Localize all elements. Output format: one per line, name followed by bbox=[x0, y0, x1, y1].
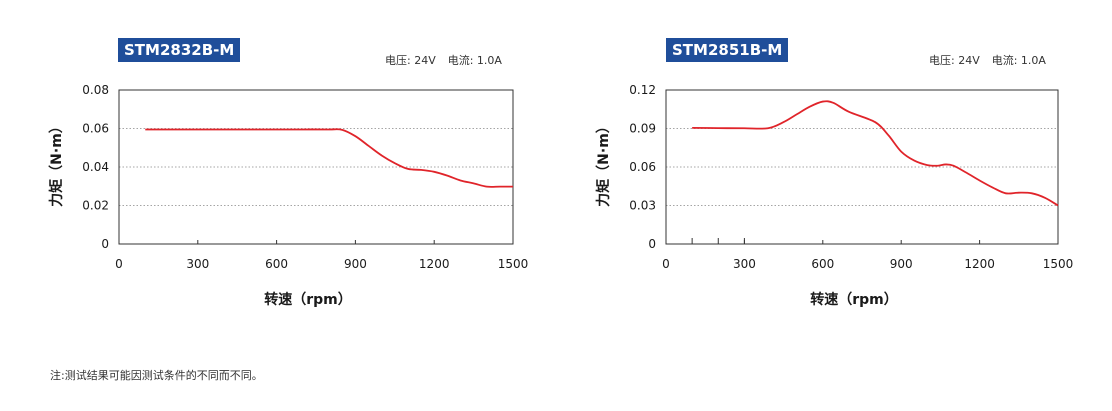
x-axis-label: 转速（rpm） bbox=[264, 291, 352, 308]
y-tick-label: 0.03 bbox=[629, 199, 656, 213]
y-tick-label: 0 bbox=[101, 237, 109, 251]
voltage-label: 电压: 24V bbox=[385, 54, 436, 67]
x-tick-label: 900 bbox=[344, 257, 367, 271]
footnote: 注:测试结果可能因测试条件的不同而不同。 bbox=[50, 369, 263, 382]
y-tick-label: 0.09 bbox=[629, 122, 656, 136]
x-tick-label: 900 bbox=[890, 257, 913, 271]
y-tick-label: 0.08 bbox=[82, 83, 109, 97]
y-axis-label: 力矩（N·m） bbox=[48, 119, 65, 207]
x-tick-label: 0 bbox=[662, 257, 670, 271]
y-tick-label: 0.12 bbox=[629, 83, 656, 97]
current-label: 电流: 1.0A bbox=[447, 54, 502, 67]
x-tick-label: 1500 bbox=[498, 257, 529, 271]
y-axis-label: 力矩（N·m） bbox=[595, 119, 612, 207]
chart-panel-stm2832b: STM2832B-M 电压: 24V 电流: 1.0A 0 0.02 0.04 0.06… bbox=[0, 0, 556, 330]
x-tick-label: 1500 bbox=[1043, 257, 1074, 271]
spec-text: 电压: 24V 电流: 1.0A bbox=[385, 52, 502, 68]
current-label: 电流: 1.0A bbox=[991, 54, 1046, 67]
plot-frame bbox=[665, 89, 1059, 245]
model-badge: STM2832B-M bbox=[118, 38, 241, 62]
torque-curve bbox=[145, 128, 513, 188]
torque-chart-2: 0 0.03 0.06 0.09 0.12 0 300 600 900 1200 1500 转速（rp… bbox=[595, 83, 1074, 308]
plot-frame bbox=[118, 89, 514, 245]
y-tick-label: 0.02 bbox=[82, 199, 109, 213]
x-tick-label: 0 bbox=[115, 257, 123, 271]
x-tick-label: 1200 bbox=[419, 257, 450, 271]
voltage-label: 电压: 24V bbox=[929, 54, 980, 67]
chart-panel-stm2851b: STM2851B-M 电压: 24V 电流: 1.0A 0 0.03 0.06 0.09… bbox=[556, 0, 1112, 330]
x-tick-label: 300 bbox=[733, 257, 756, 271]
y-tick-label: 0.04 bbox=[82, 160, 109, 174]
y-tick-label: 0 bbox=[648, 237, 656, 251]
torque-chart-1: 0 0.02 0.04 0.06 0.08 0 300 600 900 1200 1500 转速（rp… bbox=[48, 83, 529, 308]
x-tick-label: 600 bbox=[265, 257, 288, 271]
model-badge: STM2851B-M bbox=[666, 38, 789, 62]
spec-text: 电压: 24V 电流: 1.0A bbox=[929, 52, 1046, 68]
x-tick-label: 300 bbox=[186, 257, 209, 271]
y-tick-label: 0.06 bbox=[629, 160, 656, 174]
torque-curve bbox=[692, 100, 1059, 207]
x-tick-label: 1200 bbox=[964, 257, 995, 271]
y-tick-label: 0.06 bbox=[82, 122, 109, 136]
x-tick-label: 600 bbox=[811, 257, 834, 271]
x-axis-label: 转速（rpm） bbox=[810, 291, 898, 308]
